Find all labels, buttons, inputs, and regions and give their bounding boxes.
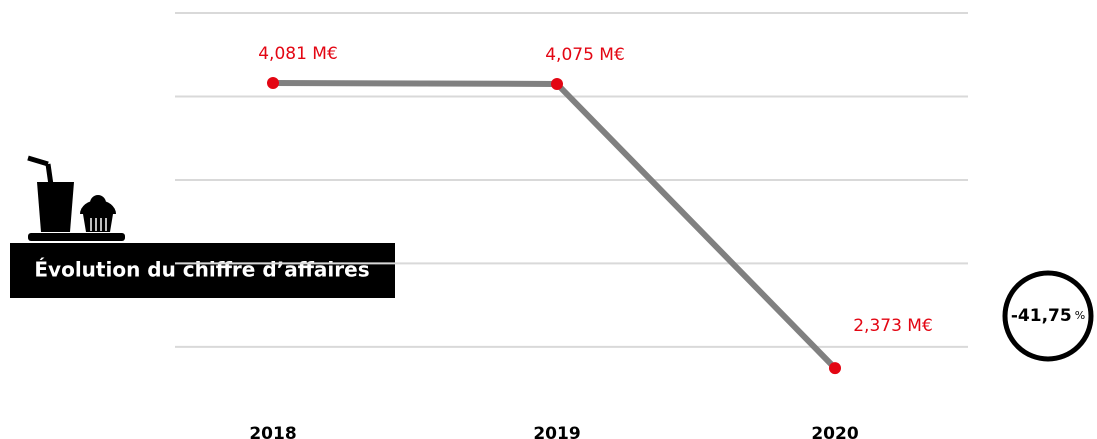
title-box: [10, 243, 395, 298]
x-tick-label: 2018: [249, 424, 296, 439]
line: [272, 79, 838, 371]
data-label: 2,373 M€: [853, 316, 933, 336]
change-badge-text: -41,75%: [1011, 306, 1085, 326]
chart-title: Évolution du chiffre d’affaires: [34, 258, 369, 282]
data-label: 4,075 M€: [545, 45, 625, 65]
data-label: 4,081 M€: [258, 44, 338, 64]
change-badge: [1002, 270, 1094, 362]
food-icon: [27, 155, 125, 241]
x-tick-label: 2019: [533, 424, 580, 439]
data-point: [267, 76, 279, 89]
data-point: [551, 77, 563, 90]
change-value: -41,75: [1011, 306, 1072, 326]
change-unit: %: [1075, 309, 1085, 322]
data-point: [829, 362, 841, 375]
x-tick-label: 2020: [811, 424, 858, 439]
